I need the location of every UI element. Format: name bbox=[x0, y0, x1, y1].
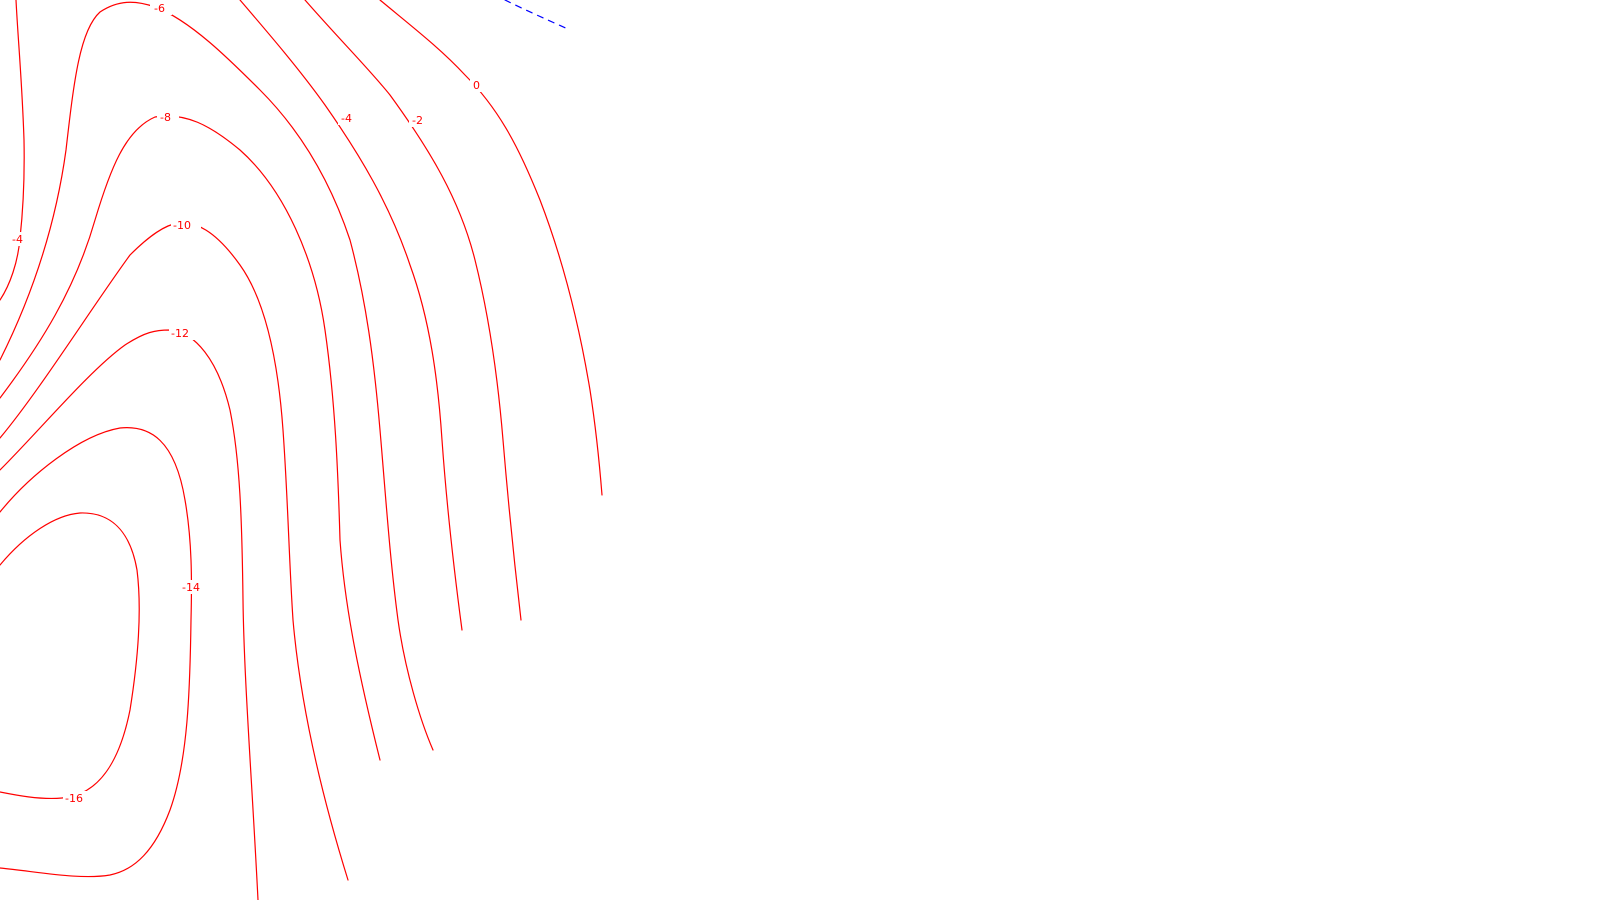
contour-label-minus-16: -16 bbox=[65, 792, 83, 805]
contour-line-minus-14 bbox=[0, 427, 193, 878]
contour-label-minus-2: -2 bbox=[412, 114, 423, 127]
contour-line-minus-12 bbox=[0, 329, 259, 900]
contour-line-minus-10 bbox=[0, 222, 349, 881]
contour-line-minus-6 bbox=[0, 1, 434, 751]
contour-label-minus-4-left: -4 bbox=[12, 233, 23, 246]
contour-label-minus-12: -12 bbox=[171, 327, 189, 340]
contour-label-minus-10: -10 bbox=[173, 219, 191, 232]
contour-label-minus-6: -6 bbox=[154, 2, 165, 15]
contour-line-minus-16 bbox=[0, 512, 140, 800]
contour-label-minus-4-right: -4 bbox=[341, 112, 352, 125]
contour-line-minus-4-right bbox=[239, 0, 463, 631]
contour-labels: -4 -6 -8 -10 -12 -14 -16 -4 -2 0 bbox=[10, 1, 484, 805]
contour-line-minus-8 bbox=[0, 115, 381, 761]
contour-label-minus-14: -14 bbox=[182, 581, 200, 594]
contour-line-minus-2 bbox=[304, 0, 522, 621]
contour-line-dashed bbox=[504, 0, 571, 31]
contour-line-zero bbox=[379, 0, 603, 496]
contour-line-minus-4-left bbox=[0, 0, 25, 301]
contour-label-zero: 0 bbox=[473, 79, 480, 92]
contour-label-minus-8: -8 bbox=[160, 111, 171, 124]
